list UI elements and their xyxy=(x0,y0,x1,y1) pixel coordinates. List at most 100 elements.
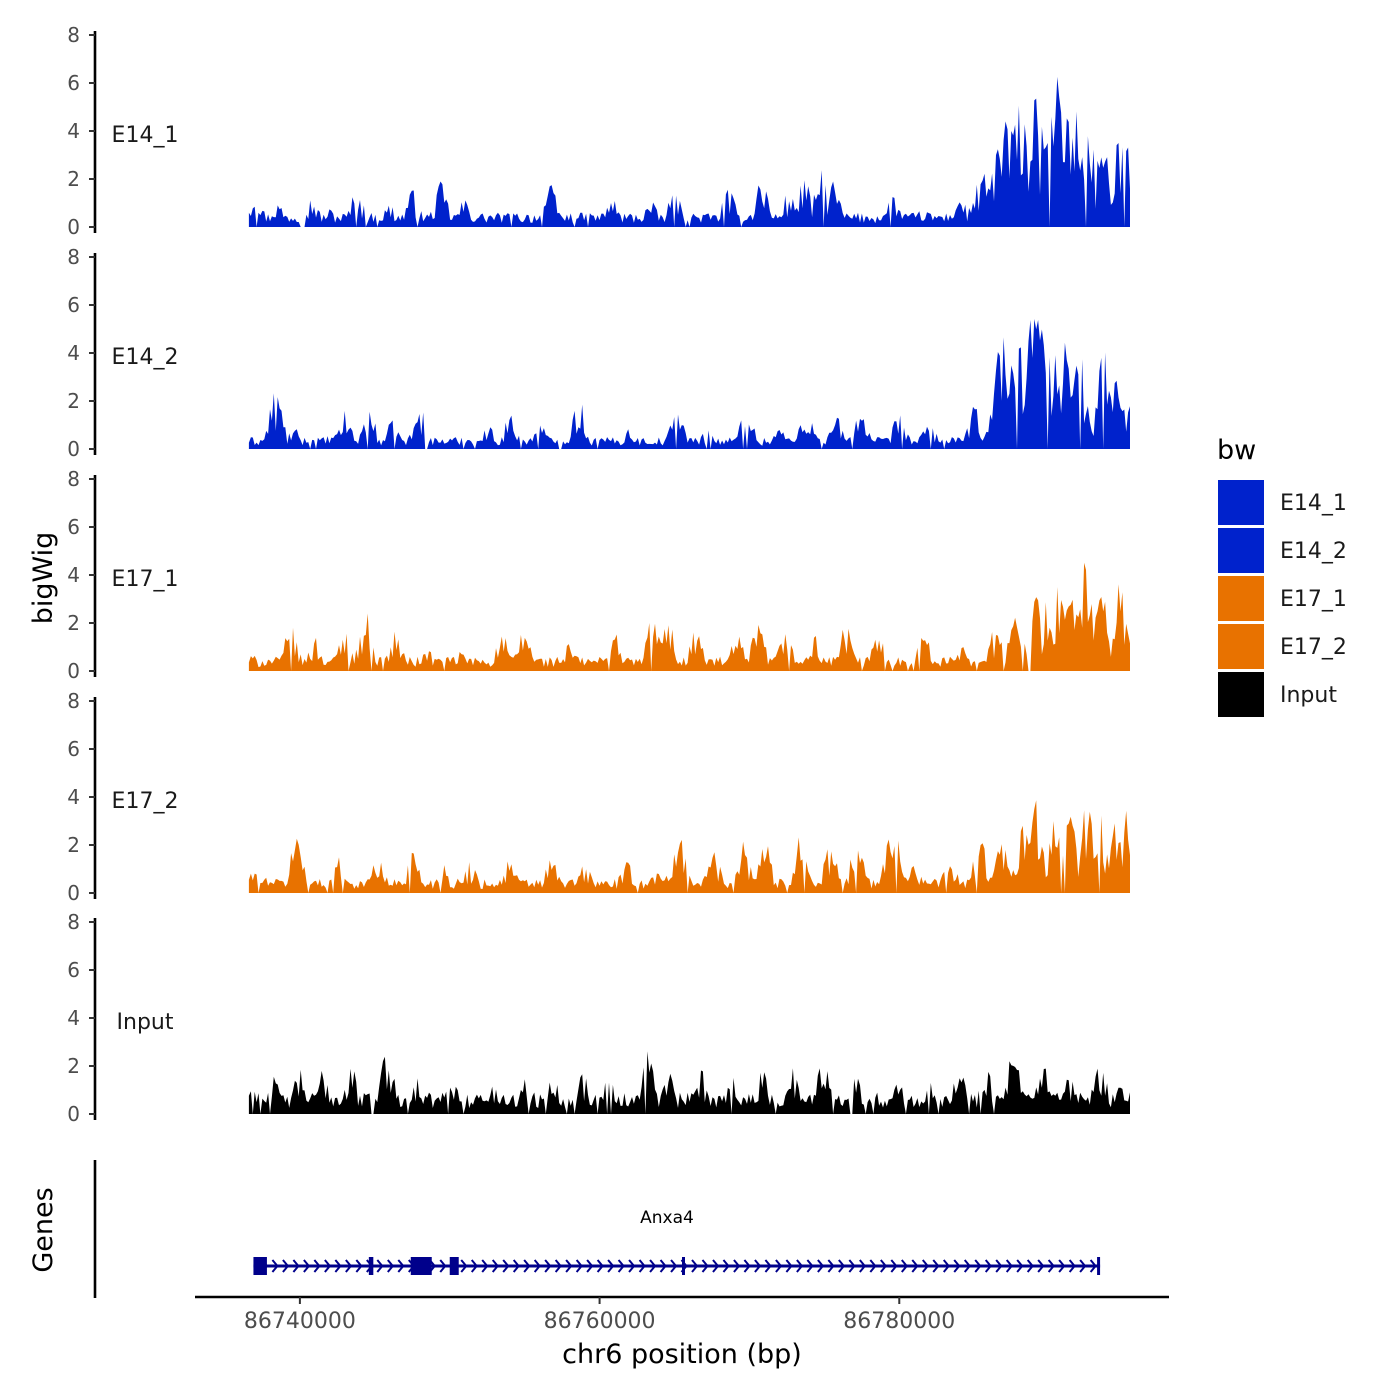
gene-exon xyxy=(253,1257,267,1275)
strand-arrow xyxy=(963,1259,972,1273)
gene-exon xyxy=(368,1257,374,1275)
strand-arrow xyxy=(596,1259,604,1273)
strand-arrow xyxy=(1037,1259,1045,1273)
strand-arrow xyxy=(869,1259,877,1273)
y-tick-label: 8 xyxy=(67,910,80,934)
strand-arrow xyxy=(376,1259,384,1273)
strand-arrow xyxy=(785,1259,793,1273)
x-axis-ticks: 86740000 86760000 86780000 xyxy=(244,1297,955,1334)
strand-arrow xyxy=(512,1259,520,1273)
strand-arrow xyxy=(292,1259,300,1273)
strand-arrow xyxy=(313,1259,321,1273)
strand-arrow xyxy=(701,1259,709,1273)
coverage-area xyxy=(248,1051,1130,1114)
strand-arrow xyxy=(638,1259,646,1273)
y-tick-label: 4 xyxy=(67,785,80,809)
strand-arrow xyxy=(974,1259,982,1273)
track-area-group xyxy=(248,800,1130,893)
track-label: E17_1 xyxy=(112,567,179,592)
genes-panel-title: Genes xyxy=(28,1187,59,1272)
y-ticks: 0 2 4 6 8 xyxy=(67,467,95,683)
strand-arrow xyxy=(1016,1259,1024,1273)
legend-swatch xyxy=(1218,624,1264,669)
strand-arrow xyxy=(439,1259,447,1273)
strand-arrow xyxy=(387,1259,395,1273)
y-tick-label: 6 xyxy=(67,515,80,539)
gene-label: Anxa4 xyxy=(640,1208,694,1228)
y-tick-label: 6 xyxy=(67,293,80,317)
legend-item: E17_2 xyxy=(1218,624,1347,669)
legend-label: E14_1 xyxy=(1280,491,1347,516)
legend-label: Input xyxy=(1280,683,1337,708)
strand-arrow xyxy=(1047,1259,1055,1273)
gene-exon xyxy=(1097,1257,1101,1275)
strand-arrow xyxy=(722,1259,730,1273)
strand-arrow xyxy=(1068,1259,1076,1273)
legend-item: Input xyxy=(1218,672,1337,717)
x-axis-title: chr6 position (bp) xyxy=(562,1339,802,1370)
x-tick-label: 86780000 xyxy=(843,1309,955,1334)
y-tick-label: 2 xyxy=(67,833,80,857)
strand-arrow xyxy=(575,1259,583,1273)
strand-arrow xyxy=(817,1259,825,1273)
y-ticks: 0 2 4 6 8 xyxy=(67,910,95,1126)
strand-arrow xyxy=(481,1259,489,1273)
y-tick-label: 0 xyxy=(67,881,80,905)
gene-model xyxy=(253,1257,1101,1275)
track-label: E14_2 xyxy=(112,345,179,370)
strand-arrow xyxy=(1079,1259,1087,1273)
y-tick-label: 2 xyxy=(67,1054,80,1078)
strand-arrow xyxy=(617,1259,625,1273)
track-label: Input xyxy=(117,1010,174,1035)
track-panel: 0 2 4 6 8 E14_1 xyxy=(67,23,1130,239)
strand-arrow xyxy=(397,1259,405,1273)
strand-arrow xyxy=(345,1259,353,1273)
strand-arrow xyxy=(491,1259,499,1273)
strand-arrow xyxy=(533,1259,541,1273)
legend-item: E14_2 xyxy=(1218,528,1347,573)
legend-swatch xyxy=(1218,576,1264,621)
strand-arrow xyxy=(691,1259,699,1273)
gene-exon xyxy=(449,1257,459,1275)
strand-arrow xyxy=(901,1259,909,1273)
track-area-group xyxy=(248,1051,1130,1114)
strand-arrow xyxy=(712,1259,720,1273)
strand-arrow xyxy=(995,1259,1003,1273)
legend-swatch xyxy=(1218,480,1264,525)
strand-arrow xyxy=(1026,1259,1034,1273)
strand-arrow xyxy=(523,1259,531,1273)
strand-arrow xyxy=(607,1259,615,1273)
track-area-group xyxy=(248,319,1130,449)
coverage-area xyxy=(248,319,1130,449)
strand-arrow xyxy=(932,1259,940,1273)
y-tick-label: 4 xyxy=(67,341,80,365)
strand-arrow xyxy=(775,1259,783,1273)
track-label: E14_1 xyxy=(112,123,179,148)
strand-arrow xyxy=(827,1259,835,1273)
y-ticks: 0 2 4 6 8 xyxy=(67,23,95,239)
strand-arrow xyxy=(1089,1259,1097,1273)
gene-exon xyxy=(682,1257,685,1275)
track-label: E17_2 xyxy=(112,789,179,814)
strand-arrow xyxy=(764,1259,772,1273)
coverage-area xyxy=(248,562,1130,671)
y-tick-label: 2 xyxy=(67,167,80,191)
strand-arrow xyxy=(754,1259,762,1273)
strand-arrow xyxy=(911,1259,919,1273)
legend-item: E17_1 xyxy=(1218,576,1347,621)
y-tick-label: 6 xyxy=(67,737,80,761)
strand-arrow xyxy=(544,1259,552,1273)
gene-exon xyxy=(410,1257,432,1275)
track-panel: 0 2 4 6 8 Input xyxy=(67,910,1130,1126)
strand-arrow xyxy=(921,1259,930,1273)
y-tick-label: 6 xyxy=(67,958,80,982)
legend-swatch xyxy=(1218,528,1264,573)
y-tick-label: 8 xyxy=(67,23,80,47)
strand-arrow xyxy=(649,1259,657,1273)
y-ticks: 0 2 4 6 8 xyxy=(67,689,95,905)
y-tick-label: 4 xyxy=(67,1006,80,1030)
strand-arrow xyxy=(859,1259,867,1273)
coverage-area xyxy=(248,800,1130,893)
y-tick-label: 8 xyxy=(67,467,80,491)
